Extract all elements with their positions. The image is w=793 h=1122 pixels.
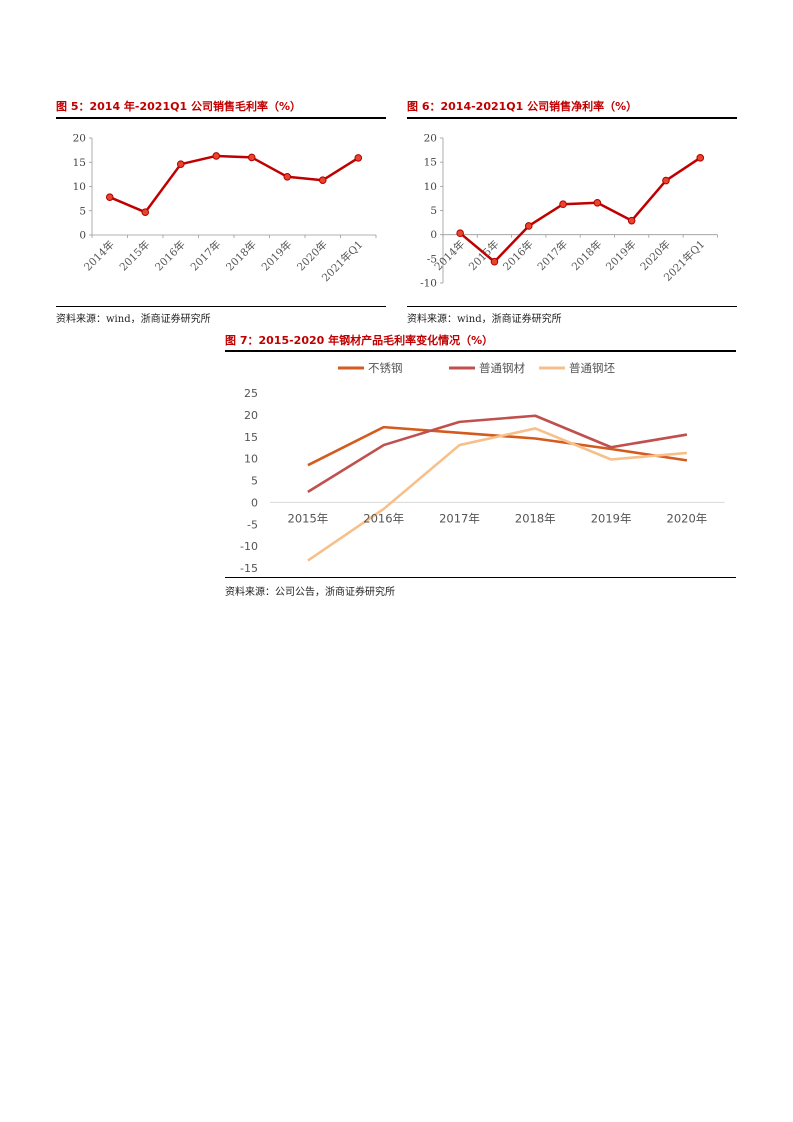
figure-7-chart: 不锈钢 普通钢材 普通钢坯 -15 -10 -5 0 5 10 15 20 25 2015年 2016年 2… bbox=[240, 361, 725, 575]
legend-label-3: 普通钢坯 bbox=[569, 361, 615, 375]
figure-6: 图 6：2014-2021Q1 公司销售净利率（%） -10 -5 0 5 10 15 20… bbox=[407, 98, 737, 328]
fig7-x-tick-label: 2020年 bbox=[667, 511, 708, 525]
fig5-series-line bbox=[109, 154, 359, 214]
figure-5-title: 图 5：2014 年-2021Q1 公司销售毛利率（%） bbox=[56, 100, 301, 113]
fig6-y-tick-label: -10 bbox=[420, 278, 437, 290]
fig7-y-tick-label: -10 bbox=[240, 540, 258, 553]
fig5-y-tick-label: 20 bbox=[73, 133, 86, 145]
fig6-series-line bbox=[459, 156, 701, 263]
fig6-x-tick-label: 2014年 bbox=[432, 238, 468, 274]
fig5-data-point bbox=[212, 152, 221, 160]
fig6-x-tick-label: 2018年 bbox=[569, 238, 605, 274]
fig5-x-tick-label: 2018年 bbox=[223, 238, 259, 274]
fig6-y-tick-label: 0 bbox=[430, 229, 437, 241]
fig6-x-tick-label: 2020年 bbox=[638, 238, 674, 274]
fig5-x-tick-label: 2014年 bbox=[81, 238, 117, 274]
fig5-x-tick-label: 2016年 bbox=[152, 238, 188, 274]
figure-5-top-rule bbox=[56, 117, 386, 119]
figure-7-bottom-rule bbox=[225, 577, 736, 578]
fig7-series-line-3 bbox=[307, 427, 688, 562]
fig5-data-point bbox=[141, 208, 150, 217]
figure-5: 图 5：2014 年-2021Q1 公司销售毛利率（%） 0 5 10 15 20 201… bbox=[56, 98, 386, 328]
figure-7-source: 资料来源：公司公告，浙商证券研究所 bbox=[225, 587, 395, 598]
fig7-x-tick-label: 2019年 bbox=[591, 511, 632, 525]
fig7-y-tick-label: 20 bbox=[244, 409, 258, 422]
fig7-y-tick-label: 5 bbox=[251, 475, 258, 488]
fig6-data-point bbox=[627, 216, 636, 225]
fig5-data-point bbox=[105, 193, 114, 201]
figure-6-source: 资料来源：wind，浙商证券研究所 bbox=[407, 314, 562, 325]
figure-5-chart: 0 5 10 15 20 2014年 2015年 2016年 2017年 2018年 2019年 20… bbox=[73, 133, 377, 284]
fig6-data-point bbox=[559, 200, 567, 209]
fig5-x-tick-label: 2019年 bbox=[259, 238, 295, 274]
fig5-y-tick-label: 10 bbox=[73, 181, 86, 193]
fig5-data-point bbox=[247, 153, 256, 162]
fig6-x-tick-label: 2017年 bbox=[535, 238, 571, 274]
fig7-y-tick-label: -15 bbox=[240, 562, 258, 575]
fig6-x-tick-label: 2019年 bbox=[603, 238, 639, 274]
fig7-x-tick-label: 2018年 bbox=[515, 511, 556, 525]
fig6-data-point bbox=[696, 154, 705, 162]
fig5-y-tick-label: 15 bbox=[73, 157, 86, 169]
fig7-x-tick-label: 2015年 bbox=[288, 511, 329, 525]
fig5-y-tick-label: 5 bbox=[79, 205, 86, 217]
figure-7-title: 图 7：2015-2020 年钢材产品毛利率变化情况（%） bbox=[225, 334, 494, 347]
figure-5-source: 资料来源：wind，浙商证券研究所 bbox=[56, 314, 211, 325]
legend-label-1: 不锈钢 bbox=[368, 361, 403, 375]
fig6-x-tick-label: 2016年 bbox=[500, 238, 536, 274]
fig5-x-tick-label: 2017年 bbox=[188, 238, 224, 274]
fig6-y-tick-label: 10 bbox=[424, 181, 437, 193]
fig7-y-tick-label: 0 bbox=[251, 496, 258, 509]
figure-7: 图 7：2015-2020 年钢材产品毛利率变化情况（%） 不锈钢 普通钢材 普通钢… bbox=[225, 332, 736, 602]
fig7-y-tick-label: -5 bbox=[247, 518, 258, 531]
fig6-y-tick-label: 15 bbox=[424, 157, 437, 169]
fig7-series-line-1 bbox=[307, 425, 688, 467]
fig7-x-tick-label: 2016年 bbox=[363, 511, 404, 525]
fig6-data-point bbox=[593, 198, 602, 207]
fig5-data-point bbox=[354, 154, 363, 162]
figure-5-bottom-rule bbox=[56, 306, 386, 307]
fig7-series-line-2 bbox=[307, 414, 688, 493]
fig5-data-point bbox=[283, 173, 292, 181]
fig6-data-point bbox=[524, 222, 533, 230]
fig6-data-point bbox=[662, 176, 670, 185]
fig6-data-point bbox=[490, 257, 499, 266]
figure-7-top-rule bbox=[225, 350, 736, 352]
fig7-y-tick-label: 10 bbox=[244, 453, 258, 466]
fig5-x-tick-label: 2020年 bbox=[294, 238, 330, 274]
figure-6-top-rule bbox=[407, 117, 737, 119]
fig5-data-point bbox=[176, 160, 185, 168]
fig6-y-tick-label: 20 bbox=[424, 133, 437, 145]
fig5-x-tick-label: 2015年 bbox=[117, 238, 153, 274]
fig7-y-tick-label: 25 bbox=[244, 387, 258, 400]
figure-6-bottom-rule bbox=[407, 306, 737, 307]
figure-6-title: 图 6：2014-2021Q1 公司销售净利率（%） bbox=[407, 100, 638, 113]
fig6-y-tick-label: -5 bbox=[427, 253, 437, 265]
fig5-y-tick-label: 0 bbox=[79, 230, 86, 242]
fig7-y-tick-label: 15 bbox=[244, 431, 258, 444]
fig6-y-tick-label: 5 bbox=[430, 205, 437, 217]
fig7-x-tick-label: 2017年 bbox=[439, 511, 480, 525]
fig5-data-point bbox=[318, 176, 327, 184]
fig6-data-point bbox=[456, 229, 464, 238]
legend-label-2: 普通钢材 bbox=[479, 361, 525, 375]
